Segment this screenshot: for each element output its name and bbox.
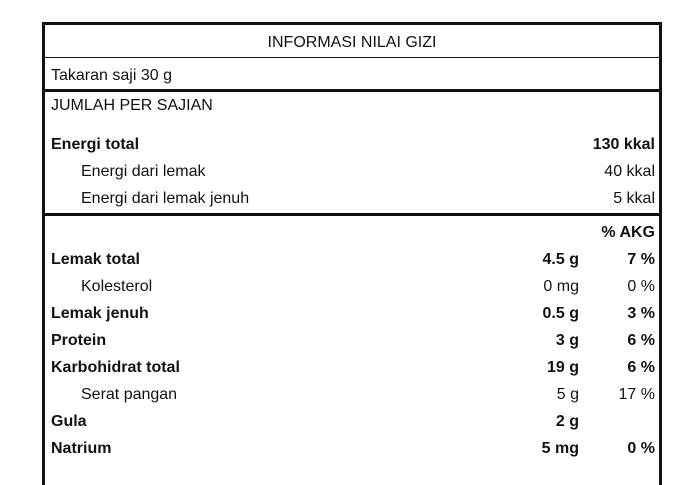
nutrient-name: Gula bbox=[51, 413, 87, 430]
nutrient-name: Kolesterol bbox=[81, 278, 153, 295]
nutrient-row: Protein 3 g 6 % bbox=[45, 327, 659, 354]
nutrient-akg: 6 % bbox=[627, 332, 655, 349]
nutrient-row: Lemak jenuh 0.5 g 3 % bbox=[45, 300, 659, 327]
divider bbox=[45, 213, 659, 216]
nutrient-name: Serat pangan bbox=[81, 386, 178, 403]
nutrient-row: Karbohidrat total 19 g 6 % bbox=[45, 354, 659, 381]
energy-name: Energi dari lemak jenuh bbox=[81, 190, 250, 207]
nutrient-akg: 0 % bbox=[627, 278, 655, 295]
nutrient-name: Protein bbox=[51, 332, 107, 349]
energy-name: Energi dari lemak bbox=[81, 163, 206, 180]
nutrient-amount: 0 mg bbox=[543, 278, 579, 295]
energy-name: Energi total bbox=[51, 136, 140, 153]
nutrient-amount: 19 g bbox=[546, 359, 579, 376]
nutrient-amount: 0.5 g bbox=[542, 305, 579, 322]
divider bbox=[45, 89, 659, 92]
nutrient-amount: 5 mg bbox=[541, 440, 579, 457]
nutrient-row: Gula 2 g bbox=[45, 408, 659, 435]
divider bbox=[45, 57, 659, 58]
energy-row: Energi total 130 kkal bbox=[45, 131, 659, 158]
nutrient-name: Natrium bbox=[51, 440, 112, 457]
nutrient-amount: 2 g bbox=[555, 413, 579, 430]
energy-value: 40 kkal bbox=[604, 163, 655, 180]
akg-header: % AKG bbox=[601, 224, 655, 241]
nutrient-name: Karbohidrat total bbox=[51, 359, 180, 376]
cropped-script-heading-decoration bbox=[195, 0, 485, 6]
nutrient-row: Kolesterol 0 mg 0 % bbox=[45, 273, 659, 300]
energy-row: Energi dari lemak jenuh 5 kkal bbox=[45, 185, 659, 212]
label-title: INFORMASI NILAI GIZI bbox=[267, 34, 437, 51]
nutrient-row: Natrium 5 mg 0 % bbox=[45, 435, 659, 462]
nutrient-amount: 3 g bbox=[555, 332, 579, 349]
energy-value: 5 kkal bbox=[613, 190, 655, 207]
section-heading: JUMLAH PER SAJIAN bbox=[51, 97, 213, 114]
nutrient-amount: 5 g bbox=[556, 386, 579, 403]
nutrient-akg: 6 % bbox=[627, 359, 655, 376]
nutrient-row: Lemak total 4.5 g 7 % bbox=[45, 246, 659, 273]
nutrient-amount: 4.5 g bbox=[542, 251, 579, 268]
nutrient-akg: 0 % bbox=[627, 440, 655, 457]
nutrition-facts-label: INFORMASI NILAI GIZI Takaran saji 30 g J… bbox=[42, 22, 662, 485]
nutrient-akg: 3 % bbox=[627, 305, 655, 322]
nutrient-name: Lemak total bbox=[51, 251, 140, 268]
energy-value: 130 kkal bbox=[592, 136, 655, 153]
nutrient-row: Serat pangan 5 g 17 % bbox=[45, 381, 659, 408]
serving-size: Takaran saji 30 g bbox=[51, 67, 172, 84]
nutrient-name: Lemak jenuh bbox=[51, 305, 149, 322]
nutrient-akg: 7 % bbox=[627, 251, 655, 268]
nutrient-akg: 17 % bbox=[618, 386, 655, 403]
energy-row: Energi dari lemak 40 kkal bbox=[45, 158, 659, 185]
